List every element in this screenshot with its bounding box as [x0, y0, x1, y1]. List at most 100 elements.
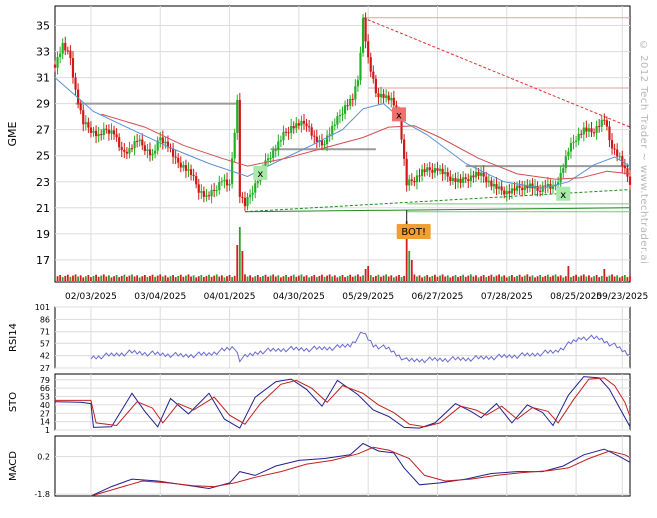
candle-body [626, 168, 629, 177]
candle-body [377, 93, 380, 98]
volume-bar [410, 260, 413, 281]
volume-bar [451, 276, 454, 281]
rsi-tick-label: 71 [40, 328, 50, 337]
candle-body [177, 157, 180, 163]
volume-bar [87, 275, 90, 281]
candle-body [503, 190, 506, 195]
candle-body [408, 179, 411, 186]
volume-bar [367, 266, 370, 281]
volume-bar [218, 276, 221, 281]
candle-body [279, 140, 282, 142]
volume-bar [187, 274, 190, 281]
volume-bar [398, 275, 400, 281]
volume-bar [185, 275, 187, 281]
candle-body [118, 137, 121, 148]
rsi-tick-label: 42 [40, 352, 50, 361]
candle-body [241, 196, 244, 198]
candle-body [182, 165, 185, 168]
date-tick-label: 05/29/2025 [342, 292, 394, 302]
macd-line [90, 442, 631, 497]
candle-body [59, 53, 62, 58]
candle-body [423, 169, 426, 172]
price-tick-label: 31 [36, 72, 50, 85]
sto-tick-label: 27 [40, 409, 50, 418]
volume-bar [102, 274, 105, 281]
volume-bar [133, 276, 136, 281]
candle-body [287, 132, 290, 134]
candle-body [505, 191, 508, 195]
volume-bar [349, 274, 352, 281]
volume-bar [546, 274, 549, 281]
price-tick-label: 33 [36, 46, 50, 59]
sto-tick-label: 66 [40, 384, 50, 393]
candle-body [605, 120, 608, 127]
volume-bar [359, 276, 362, 281]
candle-body [284, 131, 288, 133]
candle-body [392, 97, 395, 106]
volume-bar [223, 277, 226, 281]
candle-body [302, 120, 306, 124]
volume-bar [131, 274, 133, 281]
volume-bar [503, 275, 506, 281]
volume-bar [441, 274, 444, 281]
price-tick-label: 29 [36, 98, 50, 111]
candle-body [431, 170, 434, 173]
volume-bar [308, 277, 311, 281]
candle-body [202, 191, 205, 197]
candle-body [616, 149, 619, 157]
candle-body [492, 184, 496, 187]
volume-bar [146, 277, 149, 281]
volume-bar [315, 277, 318, 281]
volume-bar [259, 277, 262, 281]
candle-body [451, 178, 454, 181]
candle-body [69, 50, 72, 59]
candle-body [420, 169, 424, 177]
volume-bar [123, 274, 126, 281]
candle-body [166, 141, 170, 148]
volume-bar [326, 275, 328, 281]
candle-body [141, 139, 144, 146]
volume-bar [328, 274, 331, 281]
candle-body [474, 171, 478, 178]
candle-body [151, 153, 154, 156]
candle-body [107, 129, 111, 134]
candle-body [623, 165, 626, 169]
candle-body [495, 184, 498, 189]
candle-body [418, 175, 421, 177]
volume-bar [590, 277, 593, 281]
date-tick-label: 09/23/2025 [596, 292, 648, 302]
volume-bar [390, 275, 393, 281]
candle-body [225, 179, 229, 186]
candle-body [133, 141, 136, 149]
candle-body [469, 175, 472, 181]
volume-bar [482, 275, 485, 281]
volume-bar [285, 275, 287, 281]
watermark: © 2012 Tech Trader ~ www.techtrader.ai [638, 40, 649, 265]
volume-bar [110, 277, 113, 281]
candle-body [598, 126, 601, 128]
volume-bar [559, 275, 562, 281]
candle-body [161, 137, 164, 144]
candle-body [613, 148, 616, 150]
volume-bar [362, 275, 364, 281]
candle-body [513, 188, 516, 191]
candle-body [569, 143, 573, 152]
support-trendline [244, 207, 631, 213]
candle-body [77, 89, 80, 104]
candle-body [184, 165, 188, 171]
volume-bar [608, 275, 611, 281]
candle-body [71, 58, 75, 78]
date-tick-label: 04/30/2025 [273, 292, 325, 302]
volume-bar [138, 277, 141, 281]
candle-body [92, 130, 95, 133]
volume-bar [536, 276, 539, 281]
candle-body [369, 57, 372, 72]
candle-body [207, 195, 211, 197]
volume-bar [549, 276, 552, 281]
volume-bar [444, 276, 447, 281]
volume-bar [600, 275, 603, 281]
candle-body [200, 191, 203, 193]
volume-bar [544, 275, 547, 281]
candle-body [361, 17, 365, 53]
candle-body [84, 122, 87, 125]
